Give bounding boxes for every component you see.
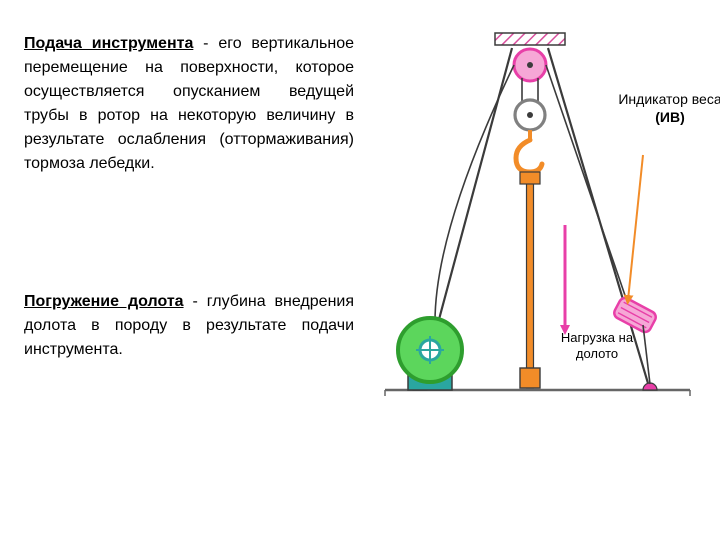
indicator-arrow [628,155,643,300]
hook-icon [516,140,542,172]
weight-indicator-text: Индикатор веса [618,91,720,107]
label-drill-load: Нагрузка на долото [552,330,642,363]
label-weight-indicator: Индикатор веса (ИВ) [615,90,720,126]
rotor-collar [520,368,540,388]
drilling-rig-diagram: Индикатор веса (ИВ) Нагрузка на долото [380,30,710,430]
drill-pipe [527,180,534,388]
definition-penetration: Погружение долота - глубина внедрения до… [24,290,354,362]
term-feed: Подача инструмента [24,35,193,52]
definition-feed: Подача инструмента - его вертикальное пе… [24,32,354,176]
drill-load-text-2: долото [576,346,618,361]
body-feed: - его вертикальное перемещение на поверх… [24,35,354,172]
line-to-winch [435,65,514,322]
crown-support [495,33,565,45]
weight-indicator-abbr: (ИВ) [655,109,685,125]
weight-indicator-icon [612,296,658,334]
term-penetration: Погружение долота [24,293,184,310]
base-foot-right [643,383,657,390]
drill-load-text-1: Нагрузка на [561,330,633,345]
